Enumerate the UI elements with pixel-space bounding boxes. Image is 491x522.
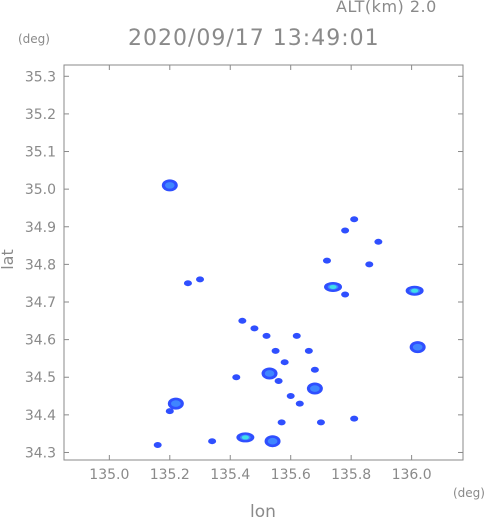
echo-cell [271, 347, 280, 354]
echo-cell [306, 382, 323, 395]
echo-cell [405, 285, 424, 296]
echo-cell [277, 419, 286, 426]
echo-cell [350, 216, 359, 223]
y-tick-label: 34.8 [25, 257, 56, 273]
y-tick-label: 35.2 [25, 107, 56, 123]
echo-cell [161, 179, 178, 192]
echo-cell [322, 257, 331, 264]
timestamp-title: 2020/09/17 13:49:01 [128, 26, 380, 51]
echo-cell [280, 359, 289, 366]
echo-cell [183, 280, 192, 287]
echo-cell [292, 332, 301, 339]
echo-cell [238, 317, 247, 324]
echo-cell [350, 415, 359, 422]
x-tick-label: 135.4 [210, 467, 250, 483]
echo-layer [153, 179, 426, 448]
x-tick-label: 135.2 [150, 467, 190, 483]
echo-cell [153, 441, 162, 448]
echo-cell [409, 341, 426, 354]
x-tick-label: 135.6 [271, 467, 311, 483]
y-tick-label: 34.6 [25, 333, 56, 349]
echo-cell [167, 397, 184, 410]
plot-frame [63, 64, 464, 461]
y-tick-label: 35.0 [25, 182, 56, 198]
echo-cell [262, 332, 271, 339]
y-tick-label: 34.4 [25, 408, 56, 424]
echo-cell [232, 374, 241, 381]
y-tick-label: 35.1 [25, 145, 56, 161]
echo-cell [365, 261, 374, 268]
axis-ticks: 35.3 35.2 35.1 35.0 34.9 34.8 34.7 34.6 34.5 34.4… [25, 65, 463, 483]
x-tick-label: 136.0 [392, 467, 432, 483]
x-axis-unit: (deg) [453, 486, 485, 500]
altitude-label: ALT(km) 2.0 [336, 0, 437, 16]
x-axis-label: lon [250, 502, 276, 522]
echo-cell [304, 347, 313, 354]
echo-cell [324, 281, 343, 292]
echo-cell [316, 419, 325, 426]
echo-cell [274, 378, 283, 384]
echo-cell [236, 432, 255, 443]
echo-cell [341, 227, 350, 234]
y-tick-label: 34.9 [25, 220, 56, 236]
y-tick-label: 34.3 [25, 445, 56, 461]
echo-cell [208, 438, 217, 445]
echo-cell [250, 325, 259, 332]
x-tick-label: 135.0 [89, 467, 129, 483]
echo-cell [264, 435, 281, 448]
echo-cell [196, 276, 205, 283]
y-tick-label: 34.5 [25, 370, 56, 386]
y-tick-label: 35.3 [25, 69, 56, 85]
echo-cell [286, 393, 295, 400]
echo-cell [374, 238, 383, 245]
echo-cell [310, 366, 319, 373]
y-axis-unit: (deg) [18, 32, 50, 46]
echo-cell [295, 400, 304, 407]
echo-cell [261, 367, 278, 380]
echo-cell [341, 291, 350, 298]
y-tick-label: 34.7 [25, 295, 56, 311]
echo-cell [165, 408, 174, 415]
x-tick-label: 135.8 [331, 467, 371, 483]
